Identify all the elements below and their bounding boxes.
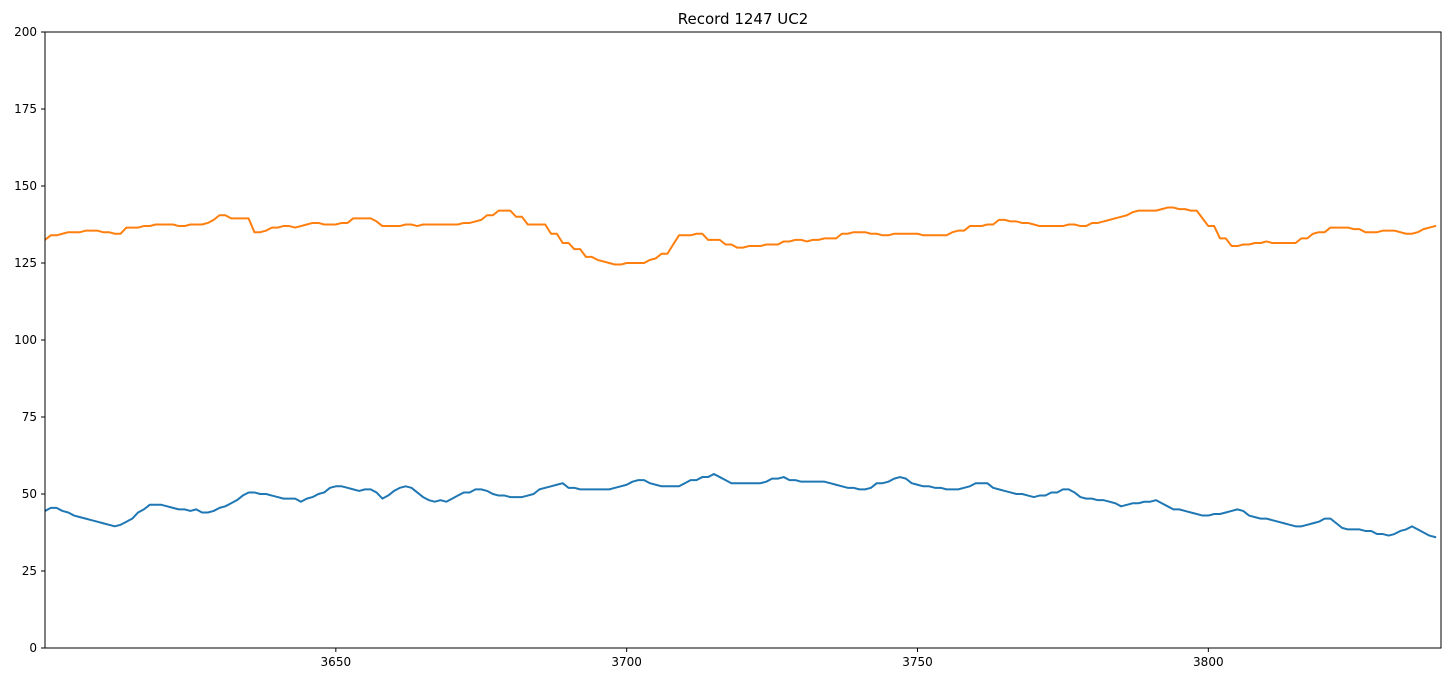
x-tick-label: 3750 [902, 655, 933, 669]
y-tick-label: 100 [14, 333, 37, 347]
series-line-2 [45, 206, 1437, 266]
chart-title: Record 1247 UC2 [678, 10, 809, 28]
x-tick-label: 3700 [611, 655, 642, 669]
y-tick-label: 125 [14, 256, 37, 270]
y-tick-label: 150 [14, 179, 37, 193]
y-tick-label: 75 [22, 410, 37, 424]
x-tick-label: 3650 [321, 655, 352, 669]
axes-frame [44, 31, 1442, 649]
y-tick-label: 200 [14, 25, 37, 39]
plot-area: 0 25 50 75 100 125 150 175 200 3650 3700 3750 3800 [14, 25, 1442, 669]
y-tick-label: 50 [22, 487, 37, 501]
y-tick-label: 0 [29, 641, 37, 655]
x-tick-label: 3800 [1193, 655, 1224, 669]
y-tick-label: 175 [14, 102, 37, 116]
y-tick-label: 25 [22, 564, 37, 578]
series-line-1 [45, 472, 1437, 539]
